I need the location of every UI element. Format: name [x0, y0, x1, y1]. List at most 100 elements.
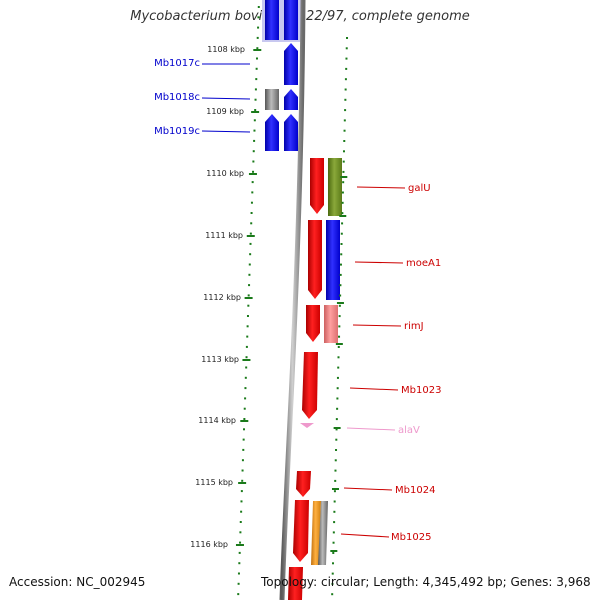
feature-boundary-tick	[336, 302, 344, 304]
ruler-dot	[335, 438, 338, 441]
ruler-dot	[332, 541, 335, 544]
ruler-dot	[331, 593, 334, 596]
tick-dot	[252, 170, 255, 173]
ruler-dot	[338, 335, 341, 338]
gene-arrow-bottom	[288, 567, 303, 600]
ruler-dot	[337, 346, 340, 348]
kbp-major-tick	[242, 359, 251, 361]
tick-dot	[256, 36, 259, 39]
ruler-dot	[339, 273, 342, 276]
leader-line	[201, 97, 251, 100]
tick-dot	[248, 284, 251, 287]
feature-boundary-tick	[330, 550, 338, 552]
ruler-dot	[335, 428, 338, 431]
tick-dot	[239, 521, 242, 523]
tick-dot	[237, 572, 240, 575]
gene-arrow-galu	[310, 158, 324, 214]
ruler-dot	[333, 490, 336, 493]
ruler-dot	[340, 232, 343, 235]
tick-dot	[237, 582, 240, 585]
tick-dot	[244, 387, 247, 390]
ruler-dot	[338, 325, 341, 328]
kbp-major-tick	[246, 235, 255, 237]
feature-boundary-tick	[331, 488, 339, 490]
tick-dot	[243, 418, 246, 420]
kbp-label: 1114 kbp	[198, 416, 236, 425]
tick-dot	[250, 201, 253, 204]
tick-dot	[242, 448, 245, 451]
ruler-dot	[342, 150, 345, 153]
tick-dot	[249, 242, 252, 245]
ruler-dot	[336, 376, 339, 379]
tick-dot	[241, 469, 244, 472]
genome-backbone	[279, 0, 306, 600]
ruler-dot	[339, 294, 342, 297]
ruler-dot	[344, 98, 347, 101]
tick-dot	[252, 150, 255, 153]
tick-dot	[253, 119, 256, 122]
ruler-dot	[337, 366, 340, 369]
kbp-label: 1111 kbp	[205, 231, 243, 240]
ruler-dot	[335, 418, 338, 421]
accession-text: Accession: NC_002945	[9, 575, 146, 589]
kbp-major-tick	[253, 49, 262, 51]
ruler-dot	[342, 160, 345, 163]
tick-dot	[245, 356, 248, 359]
ruler-dot	[344, 78, 347, 81]
gene-arrow-mb1024	[296, 471, 311, 497]
kbp-major-tick	[240, 420, 249, 422]
ruler-dot	[341, 201, 344, 204]
tick-dot	[240, 490, 243, 493]
ruler-dot	[338, 315, 341, 318]
tick-dot	[250, 222, 253, 225]
ruler-dot	[335, 449, 338, 451]
ruler-dot	[344, 88, 347, 91]
tick-dot	[238, 551, 241, 554]
tick-dot	[238, 562, 241, 565]
kbp-label: 1116 kbp	[190, 540, 228, 549]
tick-dot	[257, 26, 260, 29]
tick-dot	[253, 139, 256, 142]
tick-dot	[247, 294, 250, 297]
tick-dot	[257, 16, 260, 19]
ruler-dot	[341, 212, 344, 215]
leader-line	[343, 487, 393, 491]
tick-dot	[255, 78, 258, 81]
ruler-dot	[340, 243, 343, 245]
tick-dot	[249, 232, 252, 235]
tick-dot	[251, 191, 254, 194]
tick-dot	[244, 397, 247, 400]
tick-dot	[246, 335, 249, 338]
kbp-label: 1112 kbp	[203, 293, 241, 302]
tick-dot	[254, 98, 257, 101]
ruler-dot	[341, 222, 344, 225]
gene-arrow-mb1019c-a	[265, 114, 279, 151]
gene-arrow-top-left	[265, 0, 279, 40]
tick-dot	[246, 325, 249, 328]
kbp-major-tick	[238, 482, 247, 484]
tick-dot	[243, 407, 246, 410]
gene-label: Mb1019c	[154, 126, 200, 137]
leader-line	[346, 427, 396, 431]
ruler-dot	[339, 284, 342, 287]
ruler-dot	[338, 304, 341, 307]
tick-dot	[257, 6, 260, 8]
tick-dot	[239, 531, 242, 534]
ruler-dot	[333, 500, 336, 503]
tick-dot	[240, 500, 243, 503]
kbp-label: 1108 kbp	[207, 45, 245, 54]
tick-dot	[252, 160, 255, 163]
gene-label: alaV	[398, 425, 420, 436]
tick-dot	[245, 366, 248, 369]
tick-dot	[254, 88, 257, 91]
tick-dot	[240, 510, 243, 513]
gene-arrow-top-right	[284, 0, 298, 40]
ruler-dot	[340, 253, 343, 256]
gene-arrow-mb1023	[302, 352, 318, 419]
leader-line	[352, 324, 402, 327]
ruler-dot	[331, 572, 334, 575]
ruler-dot	[342, 181, 345, 184]
ruler-dot	[341, 191, 344, 194]
